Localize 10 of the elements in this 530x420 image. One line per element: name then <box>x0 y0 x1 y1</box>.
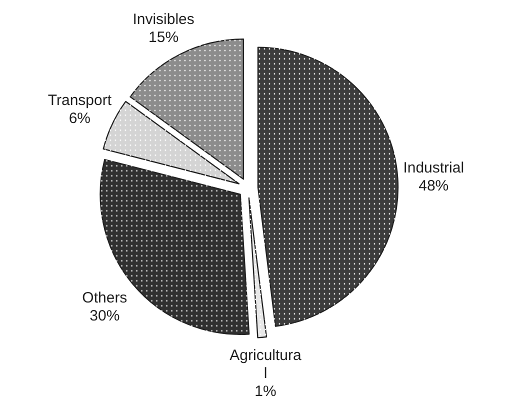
data-label: 15% <box>148 29 179 46</box>
slice-label: Industrial <box>403 159 464 176</box>
slice-label: Others <box>82 290 128 307</box>
slice-label: Agricultural <box>230 347 302 382</box>
data-label: 1% <box>254 383 276 400</box>
data-label: 48% <box>418 177 449 194</box>
slice-label: Invisibles <box>132 11 194 28</box>
data-label: 6% <box>68 110 91 127</box>
data-label: 30% <box>90 308 120 325</box>
slice-label: Transport <box>48 92 112 109</box>
